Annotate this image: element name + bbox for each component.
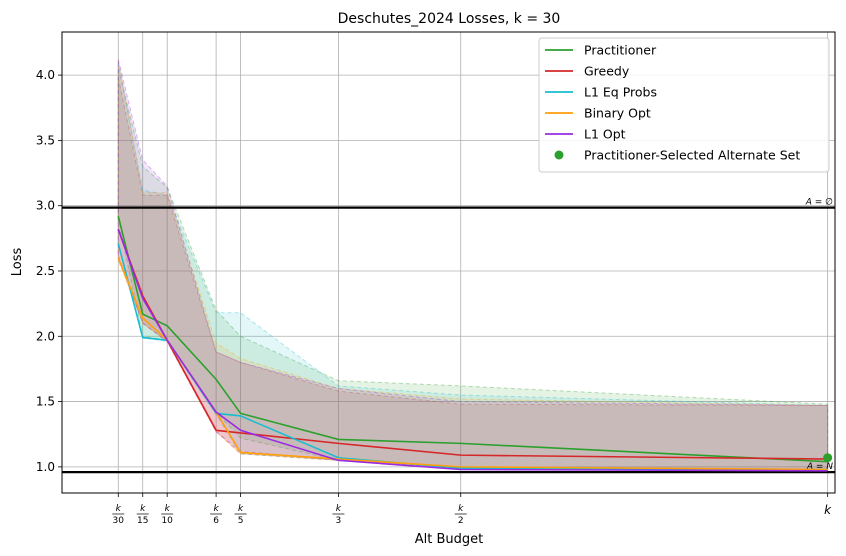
x-tick-label: k 10 <box>161 504 174 526</box>
legend-label: Practitioner <box>584 43 657 58</box>
legend-box <box>538 37 830 173</box>
plot-frame <box>61 31 836 494</box>
confidence-band <box>117 68 829 472</box>
x-tick-numerator: k <box>458 504 464 514</box>
highlight-points <box>823 453 833 463</box>
x-tick-numerator: k <box>140 504 146 514</box>
x-tick-label: k5 <box>234 504 247 526</box>
x-tick-numerator: k <box>336 504 342 514</box>
y-tick-label: 1.0 <box>36 460 55 474</box>
confidence-band <box>117 61 829 472</box>
series-line <box>117 243 828 471</box>
highlight-point <box>823 453 833 463</box>
reference-lines: A = ∅ A = N <box>62 198 835 474</box>
legend-label: Practitioner-Selected Alternate Set <box>584 148 800 163</box>
x-tick-denominator: 5 <box>238 516 244 526</box>
reference-line-label: A = ∅ <box>805 198 833 208</box>
x-tick-numerator: k <box>116 504 122 514</box>
x-tick-denominator: 3 <box>336 516 342 526</box>
x-tick-numerator: k <box>238 504 244 514</box>
y-tick-label: 3.5 <box>36 133 55 147</box>
x-tick-denominator: 6 <box>213 516 219 526</box>
reference-line-label: A = N <box>806 462 833 472</box>
series-line <box>117 257 828 471</box>
x-tick-denominator: 30 <box>113 516 125 526</box>
legend-swatch <box>554 150 564 160</box>
x-tick-label: k <box>824 503 832 517</box>
x-tick-label: k2 <box>454 504 467 526</box>
x-tick-numerator: k <box>214 504 220 514</box>
legend-label: Binary Opt <box>584 106 651 121</box>
legend-label: L1 Eq Probs <box>584 85 657 100</box>
legend-label: Greedy <box>584 64 630 79</box>
y-tick-label: 4.0 <box>36 68 55 82</box>
y-axis-ticks: 1.0 1.5 2.0 2.5 3.0 3.5 4.0 <box>36 68 62 474</box>
y-tick-label: 1.5 <box>36 395 55 409</box>
confidence-band <box>117 77 829 472</box>
legend: Practitioner Greedy L1 Eq Probs Binary Opt L… <box>538 37 830 173</box>
chart-title: Deschutes_2024 Losses, k = 30 <box>338 11 561 27</box>
y-tick-label: 3.0 <box>36 199 55 213</box>
x-axis-label: Alt Budget <box>415 532 484 547</box>
series-lines <box>117 215 828 472</box>
x-tick-label: k3 <box>332 504 345 526</box>
x-tick-label: k6 <box>210 504 223 526</box>
x-tick-denominator: 15 <box>137 516 148 526</box>
x-tick-denominator: 10 <box>161 516 173 526</box>
y-axis-label: Loss <box>10 248 25 277</box>
legend-label: L1 Opt <box>584 127 626 142</box>
x-tick-numerator: k <box>165 504 171 514</box>
y-tick-label: 2.5 <box>36 264 55 278</box>
x-tick-label: k 15 <box>136 504 149 526</box>
x-tick-label: k 30 <box>112 504 125 526</box>
series-line <box>117 228 828 472</box>
x-tick-denominator: 2 <box>458 516 464 526</box>
series-line <box>117 215 828 463</box>
y-tick-label: 2.0 <box>36 329 55 343</box>
x-tick-numerator: k <box>824 503 832 517</box>
